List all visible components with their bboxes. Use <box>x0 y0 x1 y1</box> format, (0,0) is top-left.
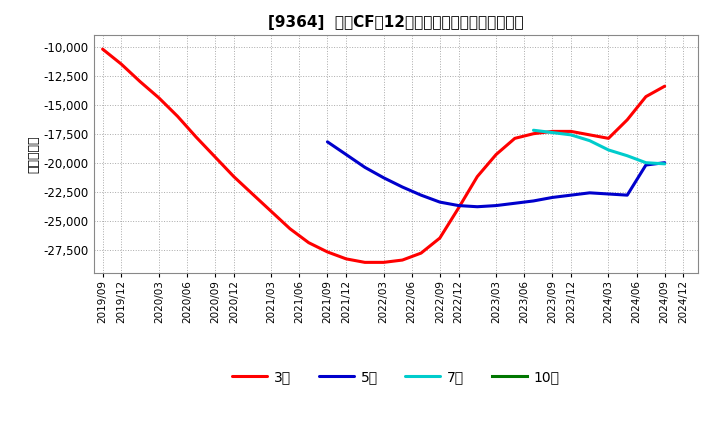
5年 <box>342 152 351 157</box>
7年 <box>585 138 594 143</box>
3年 <box>642 94 650 99</box>
3年 <box>267 209 276 214</box>
7年 <box>623 153 631 158</box>
5年 <box>323 139 332 144</box>
7年 <box>539 129 547 134</box>
Line: 5年: 5年 <box>328 142 665 207</box>
Y-axis label: （百万円）: （百万円） <box>27 135 41 173</box>
5年 <box>567 193 575 198</box>
3年 <box>323 249 332 255</box>
3年 <box>623 117 631 122</box>
Legend: 3年, 5年, 7年, 10年: 3年, 5年, 7年, 10年 <box>227 364 565 389</box>
7年 <box>567 132 575 138</box>
5年 <box>604 191 613 197</box>
Title: [9364]  投資CFの12か月移動合計の平均値の推移: [9364] 投資CFの12か月移動合計の平均値の推移 <box>268 15 524 30</box>
7年 <box>548 130 557 135</box>
3年 <box>510 136 519 141</box>
5年 <box>510 201 519 206</box>
3年 <box>604 136 613 141</box>
5年 <box>417 193 426 198</box>
3年 <box>155 95 163 100</box>
3年 <box>98 47 107 52</box>
3年 <box>286 226 294 231</box>
7年 <box>642 160 650 165</box>
3年 <box>473 174 482 179</box>
3年 <box>492 152 500 157</box>
3年 <box>436 235 444 241</box>
3年 <box>379 260 388 265</box>
3年 <box>660 84 669 89</box>
7年 <box>529 128 538 133</box>
Line: 7年: 7年 <box>534 130 665 164</box>
5年 <box>379 175 388 180</box>
Line: 3年: 3年 <box>102 49 665 262</box>
7年 <box>604 147 613 153</box>
3年 <box>567 129 575 134</box>
3年 <box>230 174 238 179</box>
3年 <box>342 256 351 261</box>
5年 <box>454 203 463 208</box>
5年 <box>361 165 369 170</box>
5年 <box>398 184 407 190</box>
3年 <box>192 135 201 140</box>
3年 <box>548 129 557 134</box>
3年 <box>361 260 369 265</box>
5年 <box>473 204 482 209</box>
5年 <box>623 193 631 198</box>
5年 <box>548 195 557 200</box>
3年 <box>454 205 463 210</box>
3年 <box>529 131 538 136</box>
5年 <box>436 199 444 205</box>
5年 <box>585 190 594 195</box>
3年 <box>117 62 126 67</box>
5年 <box>492 203 500 208</box>
5年 <box>642 162 650 168</box>
3年 <box>135 79 144 84</box>
3年 <box>248 191 257 197</box>
7年 <box>660 161 669 166</box>
3年 <box>174 114 182 119</box>
3年 <box>211 154 220 160</box>
5年 <box>660 160 669 165</box>
3年 <box>305 240 313 246</box>
3年 <box>398 257 407 263</box>
3年 <box>417 250 426 256</box>
3年 <box>585 132 594 138</box>
5年 <box>529 198 538 204</box>
